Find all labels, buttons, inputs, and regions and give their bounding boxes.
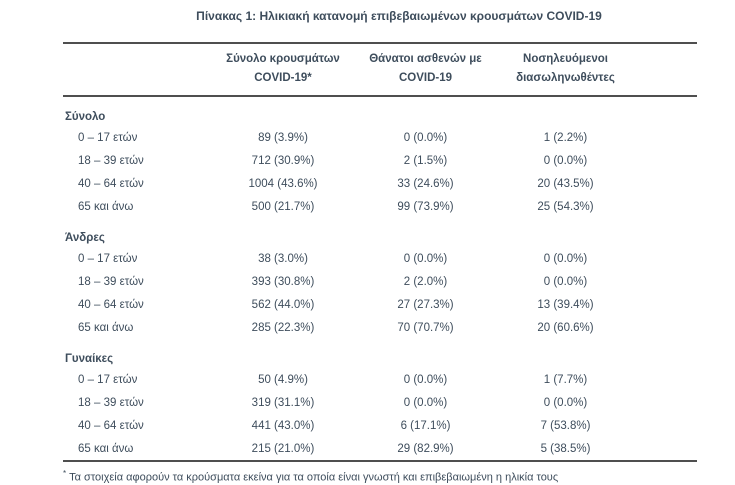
total-cases-value: 562 (44.0%) bbox=[251, 298, 315, 311]
total-cases-value: 500 (21.7%) bbox=[251, 200, 315, 213]
footnote: * Τα στοιχεία αφορούν τα κρούσματα εκείνα… bbox=[63, 467, 697, 485]
total-cases-value: 38 (3.0%) bbox=[258, 252, 308, 265]
spacer-cell bbox=[633, 368, 697, 391]
deaths-value: 70 (70.7%) bbox=[397, 321, 454, 334]
intubated-value: 1 (7.7%) bbox=[543, 373, 588, 386]
header-col-intubated: Νοσηλευόμενοι διασωληνωθέντες bbox=[498, 43, 633, 97]
spacer-cell bbox=[633, 247, 697, 270]
total-cases-value: 215 (21.0%) bbox=[251, 442, 315, 455]
header-line: διασωληνωθέντες bbox=[516, 72, 615, 84]
total-cases-value: 89 (3.9%) bbox=[258, 131, 308, 144]
section-row: Σύνολο bbox=[63, 96, 697, 126]
total-cases-value: 50 (4.9%) bbox=[258, 373, 308, 386]
spacer-cell bbox=[633, 126, 697, 149]
deaths-value: 2 (1.5%) bbox=[403, 154, 448, 167]
deaths-value: 0 (0.0%) bbox=[403, 373, 448, 386]
table-header: Σύνολο κρουσμάτων COVID-19* Θάνατοι ασθε… bbox=[63, 43, 697, 97]
age-group-label: 40 – 64 ετών bbox=[78, 419, 144, 432]
intubated-value: 0 (0.0%) bbox=[543, 275, 588, 288]
intubated-value: 20 (43.5%) bbox=[537, 177, 594, 190]
intubated-value: 0 (0.0%) bbox=[543, 154, 588, 167]
deaths-value: 0 (0.0%) bbox=[403, 131, 448, 144]
header-rowlabel-empty bbox=[63, 43, 213, 97]
deaths-value: 29 (82.9%) bbox=[397, 442, 454, 455]
header-col-deaths: Θάνατοι ασθενών με COVID-19 bbox=[353, 43, 498, 97]
spacer-cell bbox=[633, 293, 697, 316]
spacer-cell bbox=[633, 172, 697, 195]
age-group-label: 65 και άνω bbox=[78, 200, 134, 213]
intubated-value: 1 (2.2%) bbox=[543, 131, 588, 144]
total-cases-value: 393 (30.8%) bbox=[251, 275, 315, 288]
table-row: 0 – 17 ετών 50 (4.9%) 0 (0.0%) 1 (7.7%) bbox=[63, 368, 697, 391]
age-group-label: 0 – 17 ετών bbox=[78, 252, 138, 265]
deaths-value: 0 (0.0%) bbox=[403, 252, 448, 265]
deaths-value: 6 (17.1%) bbox=[400, 419, 451, 432]
section-title: Άνδρες bbox=[65, 232, 105, 244]
spacer-cell bbox=[633, 316, 697, 339]
footnote-text: Τα στοιχεία αφορούν τα κρούσματα εκείνα … bbox=[69, 471, 559, 484]
spacer-cell bbox=[633, 437, 697, 461]
intubated-value: 7 (53.8%) bbox=[540, 419, 591, 432]
deaths-value: 0 (0.0%) bbox=[403, 396, 448, 409]
header-line: Σύνολο κρουσμάτων bbox=[226, 53, 340, 65]
header-spacer bbox=[633, 43, 697, 97]
table-row: 18 – 39 ετών 393 (30.8%) 2 (2.0%) 0 (0.0%) bbox=[63, 270, 697, 293]
deaths-value: 99 (73.9%) bbox=[397, 200, 454, 213]
table-row: 65 και άνω 500 (21.7%) 99 (73.9%) 25 (54.3%… bbox=[63, 195, 697, 218]
table-row: 40 – 64 ετών 1004 (43.6%) 33 (24.6%) 20 (43… bbox=[63, 172, 697, 195]
intubated-value: 0 (0.0%) bbox=[543, 396, 588, 409]
age-group-label: 18 – 39 ετών bbox=[78, 275, 144, 288]
age-group-label: 40 – 64 ετών bbox=[78, 298, 144, 311]
section-row: Γυναίκες bbox=[63, 339, 697, 368]
table-body: Σύνολο 0 – 17 ετών 89 (3.9%) 0 (0.0%) 1 (2.2… bbox=[63, 96, 697, 461]
age-group-label: 0 – 17 ετών bbox=[78, 131, 138, 144]
intubated-value: 13 (39.4%) bbox=[537, 298, 594, 311]
intubated-value: 20 (60.6%) bbox=[537, 321, 594, 334]
total-cases-value: 441 (43.0%) bbox=[251, 419, 315, 432]
total-cases-value: 1004 (43.6%) bbox=[248, 177, 318, 190]
table-row: 40 – 64 ετών 562 (44.0%) 27 (27.3%) 13 (39.… bbox=[63, 293, 697, 316]
table-row: 18 – 39 ετών 712 (30.9%) 2 (1.5%) 0 (0.0%) bbox=[63, 149, 697, 172]
age-group-label: 40 – 64 ετών bbox=[78, 177, 144, 190]
section-row: Άνδρες bbox=[63, 218, 697, 247]
intubated-value: 0 (0.0%) bbox=[543, 252, 588, 265]
table-row: 65 και άνω 215 (21.0%) 29 (82.9%) 5 (38.5%) bbox=[63, 437, 697, 461]
header-line: COVID-19 bbox=[398, 72, 453, 84]
spacer-cell bbox=[633, 270, 697, 293]
header-line: COVID-19* bbox=[254, 72, 312, 84]
table-title: Πίνακας 1: Ηλικιακή κατανομή επιβεβαιωμέ… bbox=[196, 9, 602, 23]
table-row: 0 – 17 ετών 89 (3.9%) 0 (0.0%) 1 (2.2%) bbox=[63, 126, 697, 149]
table-container: Σύνολο κρουσμάτων COVID-19* Θάνατοι ασθε… bbox=[63, 42, 697, 462]
deaths-value: 27 (27.3%) bbox=[397, 298, 454, 311]
total-cases-value: 712 (30.9%) bbox=[251, 154, 315, 167]
age-group-label: 65 και άνω bbox=[78, 321, 134, 334]
age-group-label: 18 – 39 ετών bbox=[78, 396, 144, 409]
header-col-total-cases: Σύνολο κρουσμάτων COVID-19* bbox=[213, 43, 353, 97]
spacer-cell bbox=[633, 391, 697, 414]
table-row: 40 – 64 ετών 441 (43.0%) 6 (17.1%) 7 (53.8%… bbox=[63, 414, 697, 437]
age-group-label: 0 – 17 ετών bbox=[78, 373, 138, 386]
section-title: Γυναίκες bbox=[65, 353, 114, 365]
table-row: 18 – 39 ετών 319 (31.1%) 0 (0.0%) 0 (0.0%) bbox=[63, 391, 697, 414]
spacer-cell bbox=[633, 195, 697, 218]
total-cases-value: 319 (31.1%) bbox=[251, 396, 315, 409]
footnote-marker: * bbox=[63, 469, 67, 478]
header-row: Σύνολο κρουσμάτων COVID-19* Θάνατοι ασθε… bbox=[63, 43, 697, 97]
deaths-value: 33 (24.6%) bbox=[397, 177, 454, 190]
section-title: Σύνολο bbox=[65, 111, 106, 123]
header-line: Νοσηλευόμενοι bbox=[523, 53, 608, 65]
spacer-cell bbox=[633, 414, 697, 437]
intubated-value: 5 (38.5%) bbox=[540, 442, 591, 455]
header-line: Θάνατοι ασθενών με bbox=[369, 53, 482, 65]
intubated-value: 25 (54.3%) bbox=[537, 200, 594, 213]
table-row: 0 – 17 ετών 38 (3.0%) 0 (0.0%) 0 (0.0%) bbox=[63, 247, 697, 270]
spacer-cell bbox=[633, 149, 697, 172]
deaths-value: 2 (2.0%) bbox=[403, 275, 448, 288]
table-row: 65 και άνω 285 (22.3%) 70 (70.7%) 20 (60.6%… bbox=[63, 316, 697, 339]
total-cases-value: 285 (22.3%) bbox=[251, 321, 315, 334]
covid-age-distribution-table: Σύνολο κρουσμάτων COVID-19* Θάνατοι ασθε… bbox=[63, 42, 697, 462]
age-group-label: 18 – 39 ετών bbox=[78, 154, 144, 167]
age-group-label: 65 και άνω bbox=[78, 442, 134, 455]
